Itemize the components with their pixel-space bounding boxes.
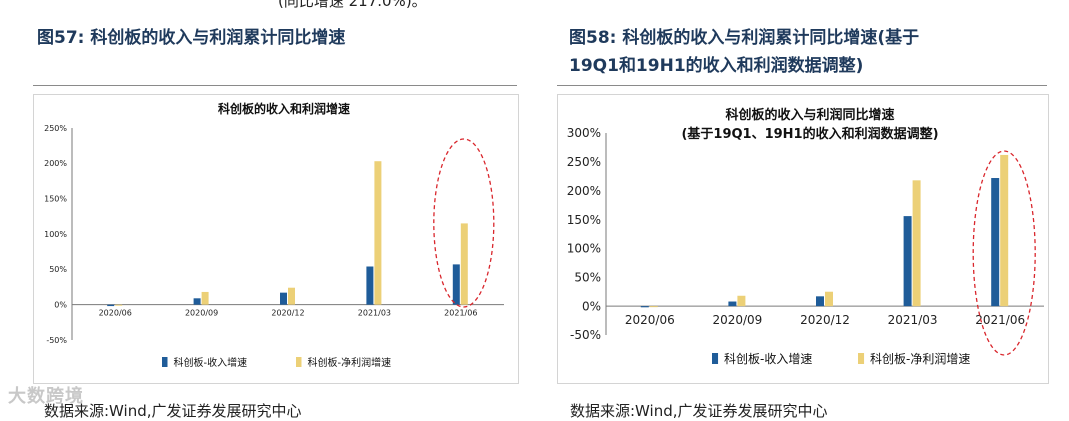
bar-revenue	[107, 304, 115, 307]
legend-label: 科创板-收入增速	[174, 356, 248, 369]
y-tick-label: 150%	[44, 194, 67, 203]
bar-profit	[115, 304, 123, 306]
legend-swatch	[858, 353, 865, 364]
title-rule	[557, 85, 1047, 86]
bar-revenue	[366, 266, 374, 305]
source-note: 数据来源:Wind,广发证券发展研究中心	[44, 402, 302, 420]
bar-revenue	[193, 298, 201, 305]
bar-revenue	[640, 306, 649, 308]
bar-revenue	[816, 296, 824, 307]
highlight-ellipse	[972, 150, 1036, 356]
chart-title: 科创板的收入与利润同比增速	[725, 107, 894, 123]
figure-58-panel: 图58: 科创板的收入与利润累计同比增速(基于 19Q1和19H1的收入和利润数…	[535, 0, 1069, 420]
x-tick-label: 2020/09	[185, 309, 218, 318]
bar-profit	[288, 287, 295, 305]
chart-subtitle: (基于19Q1、19H1的收入和利润数据调整)	[681, 126, 938, 142]
bar-profit	[201, 291, 209, 305]
x-tick-label: 2021/03	[358, 309, 391, 318]
bar-profit	[460, 223, 468, 305]
y-tick-label: 200%	[567, 184, 601, 198]
x-tick-label: 2020/12	[800, 313, 850, 327]
legend-swatch	[712, 353, 719, 364]
y-tick-label: 50%	[49, 265, 67, 274]
legend-label: 科创板-净利润增速	[870, 352, 970, 366]
y-tick-label: 50%	[574, 270, 601, 284]
y-tick-label: -50%	[46, 336, 67, 345]
bar-revenue	[280, 292, 287, 305]
y-tick-label: 300%	[567, 126, 601, 140]
title-rule	[33, 85, 517, 86]
x-tick-label: 2021/06	[975, 313, 1025, 327]
bar-revenue	[452, 264, 460, 305]
x-tick-label: 2020/09	[712, 313, 762, 327]
highlight-ellipse	[433, 138, 495, 308]
chart-58: 科创板的收入与利润同比增速 (基于19Q1、19H1的收入和利润数据调整) -50%…	[567, 107, 1044, 366]
y-tick-label: 250%	[567, 155, 601, 169]
x-tick-label: 2020/06	[99, 309, 132, 318]
y-tick-label: 0%	[582, 299, 601, 313]
watermark-text: 大数跨境	[8, 386, 84, 407]
bar-revenue	[903, 216, 912, 307]
x-tick-label: 2020/12	[271, 309, 304, 318]
y-tick-label: 100%	[567, 242, 601, 256]
top-text-fragment: (同比增速 217.0%)。	[278, 0, 427, 10]
y-tick-label: 0%	[54, 300, 67, 309]
chart-57-frame: 科创板的收入和利润增速 -50% 0% 50% 100% 150% 200% 250% 2020…	[33, 94, 519, 384]
bar-profit	[1000, 154, 1009, 307]
bar-profit	[912, 180, 921, 307]
bar-revenue	[728, 301, 737, 307]
x-tick-label: 2021/06	[444, 309, 477, 318]
figure-58-title-line1: 图58: 科创板的收入与利润累计同比增速(基于	[569, 28, 920, 48]
legend-label: 科创板-收入增速	[724, 352, 812, 366]
figure-58-title-line2: 19Q1和19H1的收入和利润数据调整)	[569, 56, 864, 76]
legend-swatch	[162, 357, 168, 367]
y-tick-label: 250%	[44, 124, 67, 133]
legend-label: 科创板-净利润增速	[308, 356, 392, 369]
bar-profit	[737, 295, 746, 307]
y-tick-label: 100%	[44, 230, 67, 239]
source-note: 数据来源:Wind,广发证券发展研究中心	[570, 402, 828, 420]
bar-profit	[649, 306, 658, 308]
bar-profit	[825, 291, 833, 307]
x-tick-label: 2020/06	[625, 313, 675, 327]
bar-profit	[374, 161, 382, 305]
chart-58-frame: 科创板的收入与利润同比增速 (基于19Q1、19H1的收入和利润数据调整) -50%…	[557, 94, 1049, 384]
y-tick-label: 150%	[567, 213, 601, 227]
y-tick-label: 200%	[44, 159, 67, 168]
x-tick-label: 2021/03	[888, 313, 938, 327]
bar-revenue	[991, 178, 1000, 307]
y-tick-label: -50%	[570, 328, 601, 342]
chart-57: 科创板的收入和利润增速 -50% 0% 50% 100% 150% 200% 250% 2020…	[44, 101, 504, 369]
figure-57-title: 图57: 科创板的收入与利润累计同比增速	[37, 28, 346, 48]
legend-swatch	[296, 357, 302, 367]
chart-title: 科创板的收入和利润增速	[218, 101, 350, 116]
figure-57-panel: 图57: 科创板的收入与利润累计同比增速 科创板的收入和利润增速 -50% 0% 50…	[0, 0, 535, 420]
